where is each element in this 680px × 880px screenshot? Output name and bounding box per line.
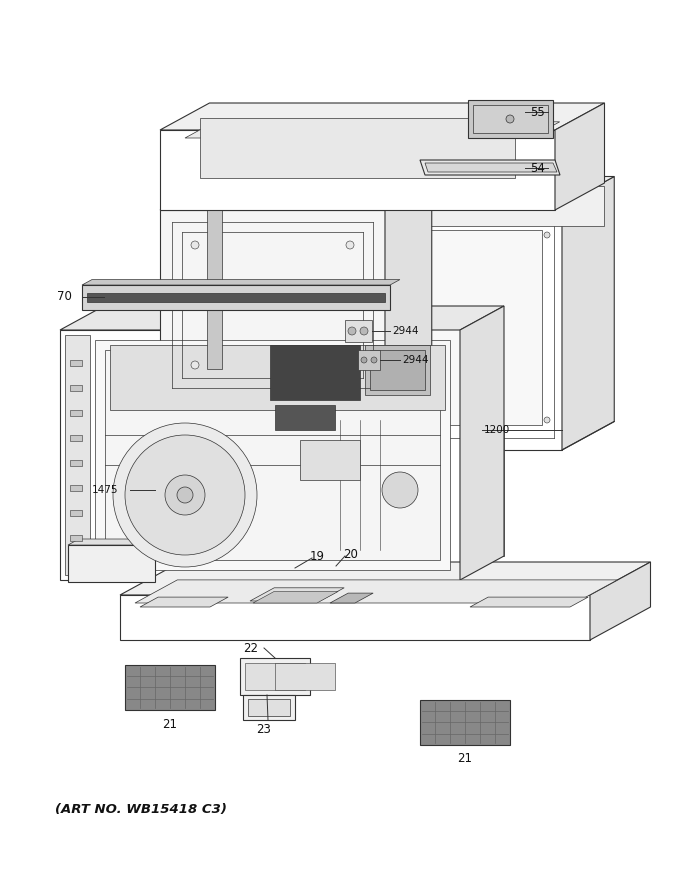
Bar bbox=[70, 385, 82, 391]
Polygon shape bbox=[110, 345, 445, 410]
Bar bbox=[70, 460, 82, 466]
Text: 1200: 1200 bbox=[484, 425, 510, 435]
Polygon shape bbox=[87, 293, 385, 302]
Circle shape bbox=[165, 475, 205, 515]
Polygon shape bbox=[160, 185, 432, 210]
Circle shape bbox=[544, 232, 550, 238]
Polygon shape bbox=[240, 658, 310, 695]
Polygon shape bbox=[68, 539, 166, 545]
Text: 20: 20 bbox=[343, 547, 358, 561]
Circle shape bbox=[506, 115, 514, 123]
Bar bbox=[275, 663, 335, 690]
Polygon shape bbox=[370, 350, 425, 390]
Bar bbox=[245, 663, 305, 690]
Circle shape bbox=[371, 357, 377, 363]
Polygon shape bbox=[120, 595, 590, 640]
Circle shape bbox=[346, 241, 354, 249]
Text: 21: 21 bbox=[458, 752, 473, 765]
Polygon shape bbox=[378, 205, 562, 450]
Polygon shape bbox=[378, 177, 614, 205]
Text: 22: 22 bbox=[243, 642, 258, 655]
Text: 23: 23 bbox=[256, 723, 271, 736]
Circle shape bbox=[191, 361, 199, 369]
Polygon shape bbox=[243, 695, 295, 720]
Polygon shape bbox=[68, 545, 155, 582]
Bar bbox=[70, 435, 82, 441]
Polygon shape bbox=[270, 345, 360, 400]
Text: 21: 21 bbox=[163, 718, 177, 731]
Text: 54: 54 bbox=[530, 162, 545, 174]
Bar bbox=[70, 360, 82, 366]
Polygon shape bbox=[200, 118, 515, 178]
Polygon shape bbox=[160, 103, 605, 130]
Polygon shape bbox=[250, 588, 344, 601]
Text: 55: 55 bbox=[530, 106, 545, 119]
Polygon shape bbox=[425, 163, 557, 172]
Circle shape bbox=[346, 361, 354, 369]
Polygon shape bbox=[590, 562, 651, 640]
Polygon shape bbox=[65, 335, 90, 575]
Polygon shape bbox=[275, 405, 335, 430]
Polygon shape bbox=[345, 320, 372, 342]
Polygon shape bbox=[60, 306, 504, 330]
Circle shape bbox=[348, 327, 356, 335]
Circle shape bbox=[113, 423, 257, 567]
Polygon shape bbox=[398, 230, 542, 425]
Circle shape bbox=[177, 487, 193, 503]
Circle shape bbox=[544, 417, 550, 423]
Polygon shape bbox=[468, 100, 553, 138]
Bar bbox=[70, 510, 82, 516]
Polygon shape bbox=[473, 105, 548, 133]
Text: 70: 70 bbox=[57, 290, 72, 304]
Polygon shape bbox=[140, 598, 228, 607]
Polygon shape bbox=[95, 340, 450, 570]
Polygon shape bbox=[207, 185, 222, 370]
Polygon shape bbox=[385, 185, 432, 400]
Text: 19: 19 bbox=[310, 549, 325, 562]
Polygon shape bbox=[555, 103, 605, 210]
Polygon shape bbox=[60, 330, 460, 580]
Text: 2944: 2944 bbox=[402, 355, 428, 365]
Circle shape bbox=[390, 232, 396, 238]
Circle shape bbox=[191, 241, 199, 249]
Polygon shape bbox=[160, 130, 555, 210]
Polygon shape bbox=[104, 306, 504, 556]
Polygon shape bbox=[105, 350, 440, 560]
Polygon shape bbox=[460, 306, 504, 580]
Polygon shape bbox=[300, 440, 360, 480]
Bar bbox=[70, 485, 82, 491]
Polygon shape bbox=[82, 285, 390, 310]
Polygon shape bbox=[420, 160, 560, 175]
Polygon shape bbox=[135, 580, 617, 603]
Polygon shape bbox=[562, 177, 614, 450]
Polygon shape bbox=[408, 187, 605, 226]
Bar bbox=[70, 535, 82, 541]
Text: 1475: 1475 bbox=[92, 485, 118, 495]
Polygon shape bbox=[358, 350, 380, 370]
Circle shape bbox=[382, 472, 418, 508]
Text: 2944: 2944 bbox=[392, 326, 418, 336]
Polygon shape bbox=[82, 280, 400, 285]
Polygon shape bbox=[120, 562, 651, 595]
Polygon shape bbox=[160, 210, 385, 400]
Polygon shape bbox=[125, 665, 215, 710]
Polygon shape bbox=[470, 598, 588, 607]
Polygon shape bbox=[365, 345, 430, 395]
Polygon shape bbox=[253, 591, 338, 603]
Circle shape bbox=[390, 417, 396, 423]
Bar bbox=[70, 410, 82, 416]
Circle shape bbox=[360, 327, 368, 335]
Polygon shape bbox=[420, 700, 510, 745]
Circle shape bbox=[125, 435, 245, 555]
Polygon shape bbox=[330, 593, 373, 603]
Text: (ART NO. WB15418 C3): (ART NO. WB15418 C3) bbox=[55, 803, 227, 817]
Circle shape bbox=[361, 357, 367, 363]
Polygon shape bbox=[248, 699, 290, 716]
Polygon shape bbox=[185, 121, 560, 138]
